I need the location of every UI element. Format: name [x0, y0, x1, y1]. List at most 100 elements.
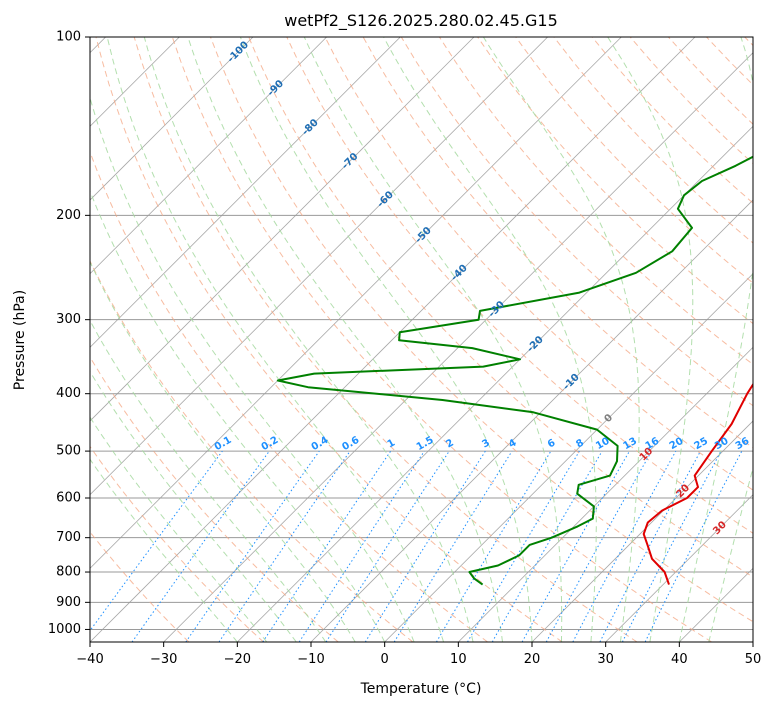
x-tick-label: 10 — [450, 652, 467, 667]
plot-frame — [89, 36, 754, 643]
mixing-ratio-label: 4 — [507, 437, 519, 450]
isotherm-label: -90 — [266, 78, 287, 99]
y-axis-label: Pressure (hPa) — [12, 290, 28, 390]
isotherm-label: -50 — [413, 225, 434, 246]
y-tick-label: 800 — [56, 565, 81, 580]
mixing-ratio-label: 20 — [668, 436, 686, 453]
moist-adiabat-line — [90, 189, 386, 642]
x-tick-label: −40 — [76, 652, 103, 667]
isotherm-label: -100 — [226, 40, 252, 66]
dry-adiabat-line — [90, 259, 414, 642]
mixing-ratio-line — [218, 450, 351, 642]
chart-series — [276, 155, 753, 586]
moist-adiabat-line — [303, 37, 563, 642]
isotherm-label: -30 — [487, 299, 508, 320]
moist-adiabat-line — [90, 458, 238, 642]
y-tick-label: 1000 — [48, 622, 81, 637]
moist-adiabat-line — [383, 37, 597, 642]
x-tick-label: 0 — [381, 652, 389, 667]
mixing-ratio-label: 0.4 — [310, 435, 331, 453]
mixing-ratio-line — [364, 450, 486, 642]
dry-adiabat-line — [248, 37, 753, 578]
y-tick-label: 700 — [56, 530, 81, 545]
dry-adiabat-line — [90, 150, 488, 642]
moist-adiabat-line — [708, 466, 753, 642]
moist-adiabat-line — [239, 37, 533, 642]
x-tick-label: 30 — [597, 652, 614, 667]
dry-adiabat-line — [210, 37, 753, 623]
x-tick-label: −10 — [297, 652, 324, 667]
dry-adiabat-line — [171, 37, 712, 642]
mixing-ratio-line — [521, 450, 630, 642]
chart-iso-labels: -100-90-80-70-60-50-40-30-20-1001020300.… — [213, 40, 752, 537]
isotherm-label: -70 — [340, 151, 361, 172]
y-tick-label: 500 — [56, 444, 81, 459]
dry-adiabat-line — [90, 445, 264, 642]
moist-adiabat-line — [90, 370, 297, 642]
mixing-ratio-label: 1 — [386, 437, 398, 450]
moist-adiabat-line — [90, 260, 356, 642]
isotherm-label: -10 — [561, 372, 582, 393]
moist-adiabat-line — [90, 319, 327, 642]
dry-adiabat-line — [553, 37, 753, 244]
isotherm-line — [605, 494, 753, 642]
chart-grid — [90, 37, 753, 642]
x-axis-label: Temperature (°C) — [360, 681, 482, 697]
y-tick-label: 200 — [56, 208, 81, 223]
isotherm-line — [90, 37, 622, 569]
isotherm-label: 30 — [711, 519, 729, 537]
mixing-ratio-line — [572, 450, 677, 642]
isotherm-line — [90, 37, 401, 348]
mixing-ratio-line — [90, 450, 223, 632]
y-tick-label: 300 — [56, 312, 81, 327]
x-tick-label: 40 — [671, 652, 688, 667]
chart-axes: −40 −30 −20 −10 0 10 20 30 40 5010009008007006005… — [48, 30, 761, 668]
mixing-ratio-line — [599, 450, 701, 642]
mixing-ratio-label: 13 — [621, 436, 639, 453]
isotherm-label: -20 — [525, 334, 546, 355]
dewpoint-profile — [276, 155, 753, 586]
isotherm-line — [679, 567, 753, 642]
dry-adiabat-line — [744, 37, 753, 47]
moist-adiabat-line — [143, 37, 474, 642]
y-tick-label: 600 — [56, 491, 81, 506]
x-tick-label: 20 — [524, 652, 541, 667]
mixing-ratio-label: 30 — [713, 436, 731, 453]
isotherm-label: -80 — [300, 117, 321, 138]
dry-adiabat-line — [133, 37, 638, 642]
dry-adiabat-line — [591, 37, 753, 204]
moist-adiabat-line — [106, 37, 445, 642]
mixing-ratio-line — [185, 450, 320, 642]
moist-adiabat-line — [90, 416, 268, 642]
isotherm-line — [458, 346, 753, 642]
mixing-ratio-line — [545, 450, 653, 642]
isotherm-line — [531, 420, 753, 642]
isotherm-label: 0 — [602, 412, 615, 425]
dry-adiabat-line — [90, 531, 190, 642]
temperature-profile — [642, 382, 753, 585]
isotherm-line — [90, 37, 696, 642]
moist-adiabat-line — [90, 96, 415, 642]
mixing-ratio-label: 0.6 — [340, 435, 361, 453]
x-tick-label: −20 — [224, 652, 251, 667]
mixing-ratio-label: 2 — [444, 437, 456, 450]
isotherm-line — [90, 37, 254, 201]
isotherm-line — [752, 641, 753, 642]
isotherm-label: -40 — [449, 263, 470, 284]
mixing-ratio-line — [325, 450, 450, 642]
mixing-ratio-label: 1.5 — [415, 435, 436, 453]
mixing-ratio-label: 25 — [693, 436, 711, 453]
moist-adiabat-line — [678, 37, 753, 642]
dry-adiabat-line — [515, 37, 753, 284]
x-tick-label: −30 — [150, 652, 177, 667]
mixing-ratio-line — [393, 450, 513, 642]
mixing-ratio-line — [644, 450, 743, 642]
mixing-ratio-line — [467, 450, 580, 642]
isotherm-line — [90, 37, 327, 275]
y-tick-label: 900 — [56, 595, 81, 610]
mixing-ratio-line — [131, 450, 270, 642]
isotherm-line — [163, 52, 753, 642]
dry-adiabat-line — [706, 37, 753, 86]
mixing-ratio-label: 3 — [480, 437, 492, 450]
dry-adiabat-line — [90, 356, 339, 642]
